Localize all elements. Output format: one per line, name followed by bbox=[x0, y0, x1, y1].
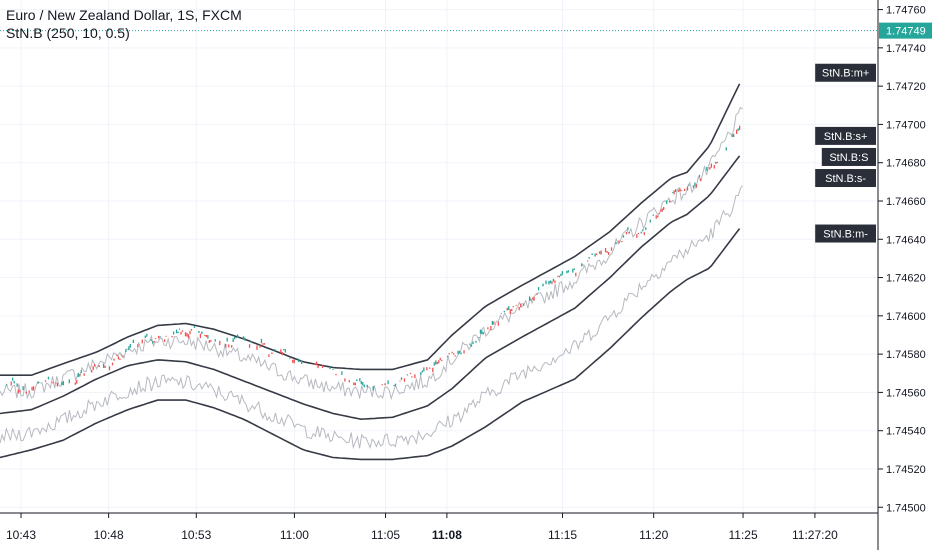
x-tick-label: 11:20 bbox=[639, 528, 668, 542]
study-title[interactable]: StN.B (250, 10, 0.5) bbox=[6, 25, 130, 41]
y-tick-label: 1.74520 bbox=[886, 464, 926, 476]
y-tick: 1.74640 bbox=[878, 234, 926, 246]
band-label-bg bbox=[821, 147, 876, 166]
y-tick: 1.74760 bbox=[878, 5, 926, 17]
y-tick: 1.74700 bbox=[878, 119, 926, 131]
last-price-badge: 1.74749 bbox=[879, 22, 932, 39]
band-line-lower bbox=[0, 228, 741, 461]
x-tick-label: 11:00 bbox=[280, 528, 309, 542]
band-label-bg bbox=[815, 224, 876, 243]
x-tick: 11:15 bbox=[548, 513, 577, 542]
band-label-text: StN.B:S bbox=[829, 152, 868, 164]
y-tick-label: 1.74500 bbox=[886, 502, 926, 514]
band-label: StN.B:m- bbox=[815, 224, 876, 243]
band-label-bg bbox=[815, 126, 876, 145]
x-tick: 10:43 bbox=[6, 513, 36, 542]
x-tick: 11:08 bbox=[432, 513, 462, 542]
y-tick: 1.74580 bbox=[878, 349, 926, 361]
band-label-text: StN.B:s+ bbox=[824, 131, 868, 143]
x-tick-label: 10:43 bbox=[6, 528, 36, 542]
y-tick: 1.74680 bbox=[878, 158, 926, 170]
grid bbox=[0, 0, 878, 513]
x-tick: 11:00 bbox=[280, 513, 309, 542]
inner-band-s+ bbox=[0, 106, 743, 401]
legend: Euro / New Zealand Dollar, 1S, FXCM StN.… bbox=[6, 6, 242, 42]
y-tick: 1.74720 bbox=[878, 81, 926, 93]
last-price-badge-bg bbox=[879, 22, 932, 39]
y-tick-label: 1.74680 bbox=[886, 158, 926, 170]
y-tick-label: 1.74720 bbox=[886, 81, 926, 93]
y-tick: 1.74500 bbox=[878, 502, 926, 514]
y-tick: 1.74620 bbox=[878, 273, 926, 285]
candles bbox=[6, 125, 741, 394]
y-tick: 1.74520 bbox=[878, 464, 926, 476]
inner-band-s- bbox=[0, 185, 743, 450]
band-label-text: StN.B:m+ bbox=[822, 68, 869, 80]
envelope-bands bbox=[0, 83, 741, 461]
x-tick: 10:53 bbox=[181, 513, 212, 542]
time-axis[interactable]: 10:43 10:48 10:53 11:00 11:05 11:08 11:15 11:20… bbox=[0, 512, 878, 542]
inner-bands bbox=[0, 106, 743, 450]
x-tick-label: 11:08 bbox=[432, 528, 462, 542]
y-tick-label: 1.74760 bbox=[886, 5, 926, 17]
band-label-bg bbox=[815, 169, 876, 188]
x-tick-label: 10:48 bbox=[94, 528, 124, 542]
x-tick: 11:25 bbox=[728, 513, 758, 542]
y-tick-label: 1.74600 bbox=[886, 311, 926, 323]
x-tick: 11:27:20 bbox=[792, 513, 838, 542]
y-tick: 1.74740 bbox=[878, 43, 926, 55]
y-tick-label: 1.74700 bbox=[886, 119, 926, 131]
price-axis[interactable]: 1.74500 1.74520 1.74540 1.74560 1.74580 1.746… bbox=[877, 0, 932, 550]
band-label-text: StN.B:m- bbox=[823, 229, 868, 241]
x-tick: 11:20 bbox=[639, 513, 669, 542]
band-line-upper bbox=[0, 83, 741, 376]
y-tick: 1.74660 bbox=[878, 196, 926, 208]
band-labels: StN.B:m+ StN.B:s+ StN.B:S StN.B:s- StN.B:m- bbox=[815, 63, 876, 243]
band-line-mid bbox=[0, 155, 741, 421]
x-tick-label: 11:05 bbox=[371, 528, 400, 542]
y-tick-label: 1.74620 bbox=[886, 273, 926, 285]
symbol-title[interactable]: Euro / New Zealand Dollar, 1S, FXCM bbox=[6, 7, 242, 23]
x-tick: 10:48 bbox=[94, 513, 124, 542]
x-tick: 11:05 bbox=[371, 513, 400, 542]
y-tick: 1.74600 bbox=[878, 311, 926, 323]
y-tick-label: 1.74560 bbox=[886, 387, 926, 399]
y-tick-label: 1.74640 bbox=[886, 234, 926, 246]
last-price-value: 1.74749 bbox=[886, 26, 926, 38]
band-label: StN.B:S bbox=[821, 147, 876, 166]
band-label: StN.B:s- bbox=[815, 169, 876, 188]
band-label-text: StN.B:s- bbox=[825, 173, 866, 185]
y-tick-label: 1.74540 bbox=[886, 426, 926, 438]
band-label: StN.B:s+ bbox=[815, 126, 876, 145]
x-tick-label: 10:53 bbox=[181, 528, 211, 542]
x-tick-label: 11:27:20 bbox=[792, 528, 838, 542]
y-tick-label: 1.74740 bbox=[886, 43, 926, 55]
y-tick: 1.74540 bbox=[878, 426, 926, 438]
x-tick-label: 11:15 bbox=[548, 528, 577, 542]
x-tick-label: 11:25 bbox=[728, 528, 757, 542]
y-tick-label: 1.74580 bbox=[886, 349, 926, 361]
band-label: StN.B:m+ bbox=[815, 63, 876, 82]
y-tick-label: 1.74660 bbox=[886, 196, 926, 208]
y-tick: 1.74560 bbox=[878, 387, 926, 399]
band-label-bg bbox=[815, 63, 876, 82]
